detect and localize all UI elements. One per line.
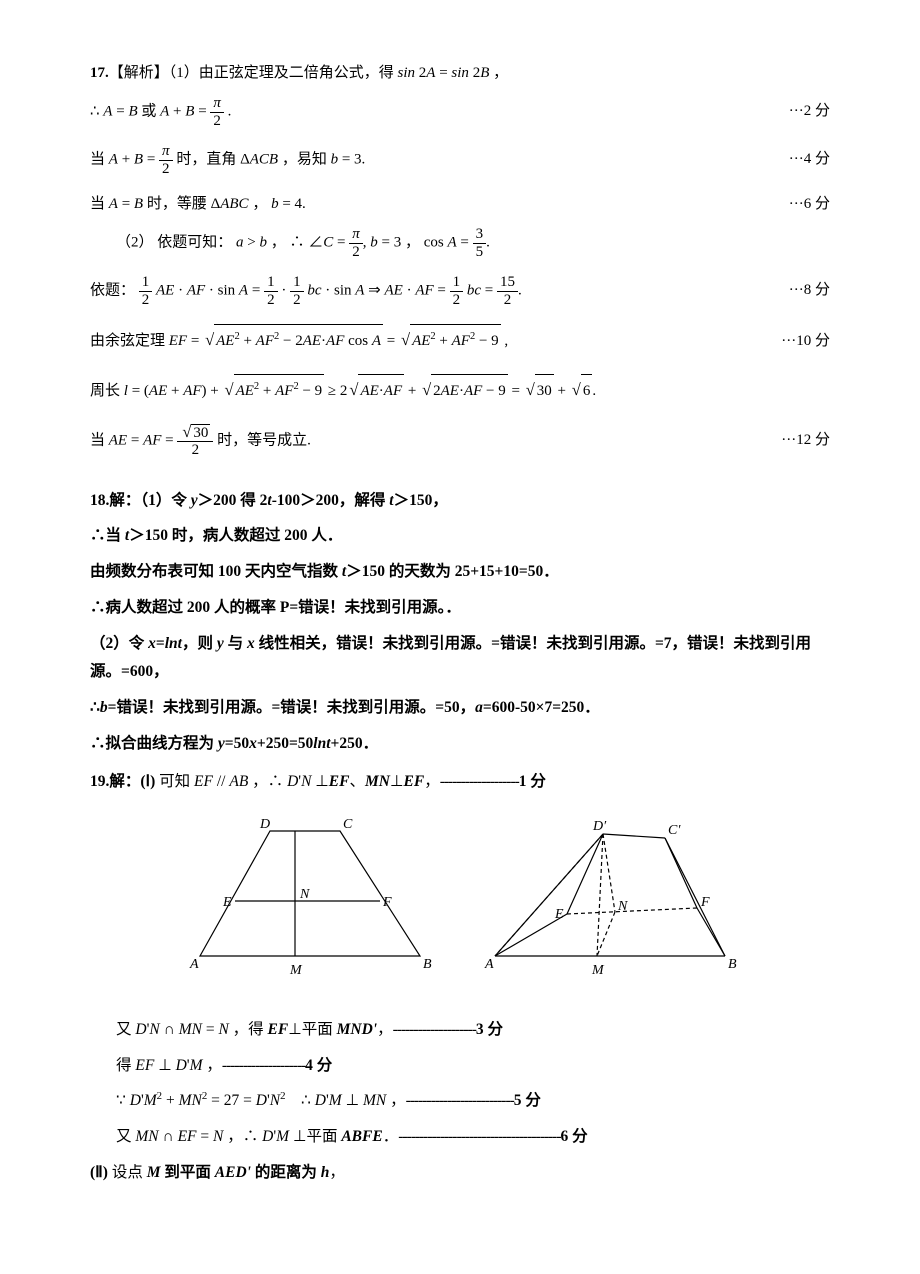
- label-F2: F: [700, 895, 710, 910]
- p17-line5: （2） 依题可知： a > b ， ∴ ∠C = π2, b = 3 ， cos…: [90, 226, 830, 260]
- p18-l6: ∴b=错误！未找到引用源。=错误！未找到引用源。=50，a=600-50×7=2…: [90, 694, 830, 722]
- p17-line2: ∴ A = B 或 A + B = π2 . ···2 分: [90, 95, 830, 129]
- p18-l2: ∴当 t＞150 时，病人数超过 200 人．: [90, 522, 830, 550]
- p17-line4: 当 A = B 时，等腰 ΔABC ， b = 4. ···6 分: [90, 191, 830, 218]
- label-E2: E: [554, 907, 564, 922]
- figure-left: A B D C E F N M: [175, 816, 435, 986]
- label-B: B: [423, 957, 432, 972]
- label-M2: M: [591, 963, 605, 978]
- p18-l7: ∴拟合曲线方程为 y=50x+250=50lnt+250．: [90, 730, 830, 758]
- label-Dp: D′: [592, 819, 607, 834]
- p18-l1: 18.解：（1）令 y＞200 得 2t-100＞200，解得 t＞150，: [90, 487, 830, 515]
- p19-l5: 又 MN ∩ EF = N ，∴ D'M ⊥平面 ABFE．----------…: [90, 1123, 830, 1151]
- label-A: A: [189, 957, 199, 972]
- label-C: C: [343, 817, 353, 832]
- p19-l2: 又 D'N ∩ MN = N ，得 EF⊥平面 MND'，-----------…: [90, 1016, 830, 1044]
- label-D: D: [259, 817, 270, 832]
- label-M: M: [289, 963, 303, 978]
- p19-l4: ∵ D'M2 + MN2 = 27 = D'N2 ∴ D'M ⊥ MN ，---…: [90, 1087, 830, 1115]
- p17-line7: 由余弦定理 EF = AE2 + AF2 − 2AE·AF cos A = AE…: [90, 322, 830, 358]
- label-E: E: [222, 895, 232, 910]
- p17-line3: 当 A + B = π2 时，直角 ΔACB ，易知 b = 3. ···4 分: [90, 143, 830, 177]
- p18-l4: ∴病人数超过 200 人的概率 P=错误！未找到引用源。．: [90, 594, 830, 622]
- problem-17: 17.【解析】（1）由正弦定理及二倍角公式，得 sin 2A = sin 2B …: [90, 60, 830, 459]
- p17-line6: 依题： 12 AE · AF · sin A = 12 · 12 bc · si…: [90, 274, 830, 308]
- p17-line1: 17.【解析】（1）由正弦定理及二倍角公式，得 sin 2A = sin 2B …: [90, 60, 830, 87]
- label-F: F: [382, 895, 392, 910]
- problem-18: 18.解：（1）令 y＞200 得 2t-100＞200，解得 t＞150， ∴…: [90, 487, 830, 758]
- figures-row: A B D C E F N M: [90, 816, 830, 986]
- problem-19: 19.解：(Ⅰ) 可知 EF // AB ，∴ D'N ⊥EF、MN⊥EF，--…: [90, 768, 830, 1188]
- p18-l5: （2）令 x=lnt，则 y 与 x 线性相关，错误！未找到引用源。=错误！未找…: [90, 630, 830, 686]
- p18-l3: 由频数分布表可知 100 天内空气指数 t＞150 的天数为 25+15+10=…: [90, 558, 830, 586]
- label-N: N: [299, 887, 310, 902]
- figure-right: A B D′ C′ E F N M: [475, 816, 745, 986]
- p19-l3: 得 EF ⊥ D'M ，--------------------4 分: [90, 1052, 830, 1080]
- p17-line9: 当 AE = AF = 302 时，等号成立. ···12 分: [90, 423, 830, 459]
- p19-l6: (Ⅱ) 设点 M 到平面 AED' 的距离为 h，: [90, 1159, 830, 1187]
- p17-line8: 周长 l = (AE + AF) + AE2 + AF2 − 9 ≥ 2AE·A…: [90, 372, 830, 408]
- label-N2: N: [617, 899, 628, 914]
- p19-l1: 19.解：(Ⅰ) 可知 EF // AB ，∴ D'N ⊥EF、MN⊥EF，--…: [90, 768, 830, 796]
- label-A2: A: [484, 957, 494, 972]
- label-Cp: C′: [668, 823, 681, 838]
- label-B2: B: [728, 957, 737, 972]
